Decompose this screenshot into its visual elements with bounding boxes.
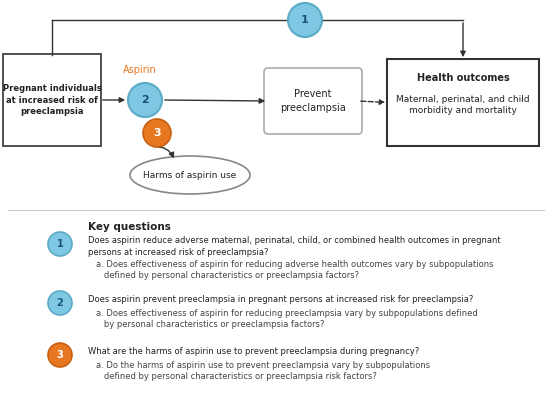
Text: 1: 1 (301, 15, 309, 25)
Text: Health outcomes: Health outcomes (417, 73, 509, 83)
Text: 2: 2 (141, 95, 149, 105)
Text: Harms of aspirin use: Harms of aspirin use (144, 171, 237, 180)
Text: persons at increased risk of preeclampsia?: persons at increased risk of preeclampsi… (88, 248, 268, 257)
Text: 1: 1 (57, 239, 63, 249)
Text: Maternal, perinatal, and child
morbidity and mortality: Maternal, perinatal, and child morbidity… (396, 95, 530, 115)
Circle shape (143, 119, 171, 147)
Circle shape (48, 343, 72, 367)
FancyBboxPatch shape (387, 59, 539, 146)
Text: Aspirin: Aspirin (123, 65, 157, 75)
Text: defined by personal characteristics or preeclampsia factors?: defined by personal characteristics or p… (96, 271, 359, 280)
Ellipse shape (130, 156, 250, 194)
Text: What are the harms of aspirin use to prevent preeclampsia during pregnancy?: What are the harms of aspirin use to pre… (88, 347, 420, 356)
Text: a. Does effectiveness of aspirin for reducing preeclampsia vary by subpopulation: a. Does effectiveness of aspirin for red… (96, 309, 477, 318)
FancyBboxPatch shape (264, 68, 362, 134)
Text: a. Does effectiveness of aspirin for reducing adverse health outcomes vary by su: a. Does effectiveness of aspirin for red… (96, 260, 493, 269)
Text: Prevent
preeclampsia: Prevent preeclampsia (280, 90, 346, 113)
Text: 3: 3 (57, 350, 63, 360)
Circle shape (48, 291, 72, 315)
FancyBboxPatch shape (3, 54, 101, 146)
Text: Key questions: Key questions (88, 222, 171, 232)
Text: 2: 2 (57, 298, 63, 308)
Text: a. Do the harms of aspirin use to prevent preeclampsia vary by subpopulations: a. Do the harms of aspirin use to preven… (96, 361, 430, 370)
Text: 3: 3 (153, 128, 161, 138)
Text: Pregnant individuals
at increased risk of
preeclampsia: Pregnant individuals at increased risk o… (3, 84, 102, 116)
Circle shape (288, 3, 322, 37)
Text: Does aspirin prevent preeclampsia in pregnant persons at increased risk for pree: Does aspirin prevent preeclampsia in pre… (88, 295, 474, 304)
Text: by personal characteristics or preeclampsia factors?: by personal characteristics or preeclamp… (96, 320, 325, 329)
Text: defined by personal characteristics or preeclampsia risk factors?: defined by personal characteristics or p… (96, 372, 377, 381)
Circle shape (128, 83, 162, 117)
Text: Does aspirin reduce adverse maternal, perinatal, child, or combined health outco: Does aspirin reduce adverse maternal, pe… (88, 236, 501, 245)
Circle shape (48, 232, 72, 256)
